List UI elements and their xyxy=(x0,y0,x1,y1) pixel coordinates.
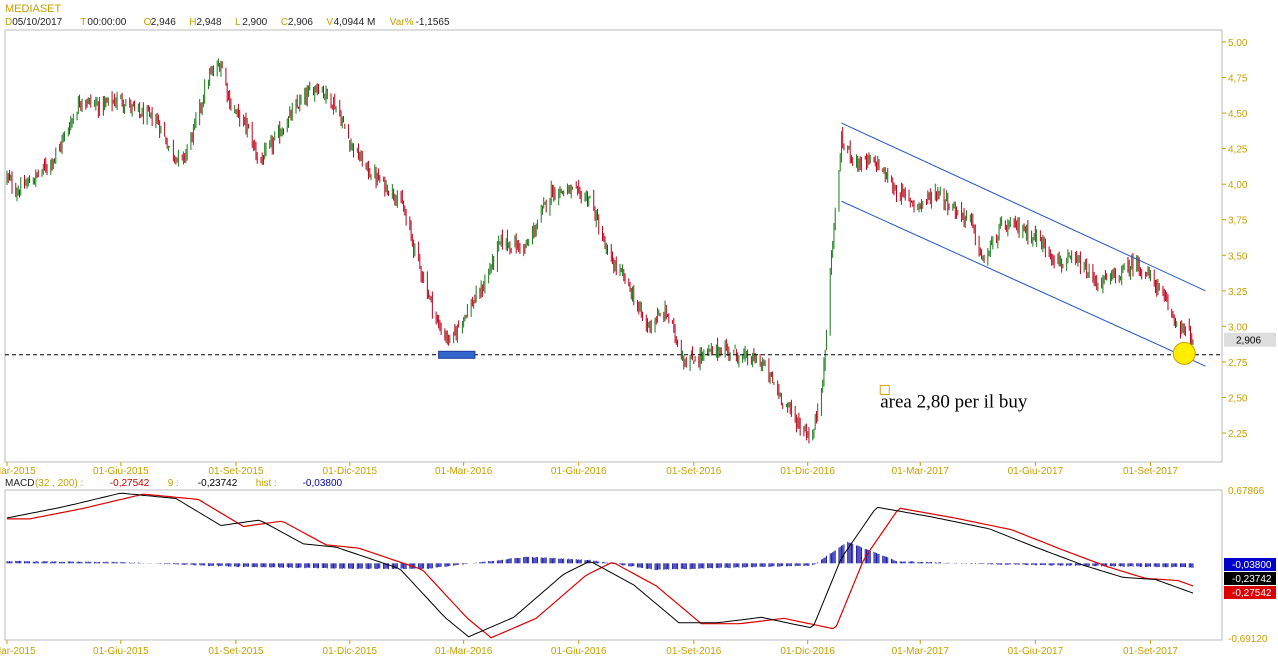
price-ytick-label-10: 2,50 xyxy=(1228,393,1248,404)
price-ytick-label-0: 5,00 xyxy=(1228,38,1248,49)
quote-value-2: 2,946 xyxy=(151,17,176,28)
price-xtick-label-3: 01-Dic-2015 xyxy=(323,466,378,477)
price-xtick-label-8: 01-Mar-2017 xyxy=(892,466,950,477)
quote-key-7: Var% xyxy=(390,17,414,28)
macd-xtick-label-3: 01-Dic-2015 xyxy=(323,646,378,657)
macd-legend-part-2: -0,27542 xyxy=(110,478,150,489)
macd-xtick-label-9: 01-Giu-2017 xyxy=(1008,646,1064,657)
quote-key-6: V xyxy=(326,17,333,28)
macd-legend-part-4: -0,23742 xyxy=(198,478,238,489)
quote-key-2: O xyxy=(144,17,152,28)
macd-ytick-label-1: -0,69120 xyxy=(1228,634,1268,645)
macd-histogram xyxy=(6,541,1194,571)
quote-key-4: L xyxy=(235,17,241,28)
last-price-tag xyxy=(1224,332,1276,347)
macd-xtick-label-0: 02-Mar-2015 xyxy=(0,646,36,657)
macd-xtick-label-6: 01-Set-2016 xyxy=(666,646,721,657)
annotation-marker xyxy=(879,384,890,395)
price-ytick-label-4: 4,00 xyxy=(1228,180,1248,191)
macd-y-axis: 0,67866 -0,69120 -0,03800 -0,23742 -0,27542 xyxy=(1224,486,1276,645)
macd-xtick-label-8: 01-Mar-2017 xyxy=(892,646,950,657)
macd-value-tag-0 xyxy=(1224,558,1276,571)
price-xtick-label-5: 01-Giu-2016 xyxy=(551,466,607,477)
candlestick-series xyxy=(6,58,1194,444)
price-ytick-label-11: 2,25 xyxy=(1228,429,1248,440)
price-ytick-label-8: 3,00 xyxy=(1228,322,1248,333)
macd-legend-part-5: hist : xyxy=(245,478,277,489)
price-xtick-label-7: 01-Dic-2016 xyxy=(780,466,835,477)
macd-xtick-label-5: 01-Giu-2016 xyxy=(551,646,607,657)
macd-legend-part-1: (32 , 200) : xyxy=(29,478,83,489)
macd-legend-part-6: -0,03800 xyxy=(303,478,343,489)
highlight-circle xyxy=(1172,341,1196,365)
price-xtick-label-2: 01-Set-2015 xyxy=(208,466,263,477)
macd-xtick-label-10: 01-Set-2017 xyxy=(1123,646,1178,657)
macd-xtick-label-4: 01-Mar-2016 xyxy=(435,646,493,657)
quote-row: D 05/10/2017 T 00:00:00 O 2,946 H 2,948 L 2,900 C 2… xyxy=(5,17,450,28)
macd-xtick-label-7: 01-Dic-2016 xyxy=(780,646,835,657)
macd-xtick-label-2: 01-Set-2015 xyxy=(208,646,263,657)
quote-key-1: T xyxy=(80,17,86,28)
price-ytick-label-7: 3,25 xyxy=(1228,287,1248,298)
channel-upper-line xyxy=(841,122,1206,292)
quote-value-1: 00:00:00 xyxy=(87,17,126,28)
annotation-text: area 2,80 per il buy xyxy=(880,391,1028,412)
quote-value-7: -1,1565 xyxy=(416,17,450,28)
price-ytick-label-5: 3,75 xyxy=(1228,216,1248,227)
quote-value-6: 4,0944 M xyxy=(334,17,376,28)
price-ytick-label-9: 2,75 xyxy=(1228,358,1248,369)
macd-ytick-label-0: 0,67866 xyxy=(1228,486,1265,497)
macd-legend: MACD (32 , 200) : -0,27542 9 : -0,23742 hi… xyxy=(5,478,343,489)
macd-line xyxy=(6,492,1194,638)
macd-value-label-1: -0,23742 xyxy=(1232,574,1272,585)
macd-legend-part-0: MACD xyxy=(5,478,34,489)
macd-value-tag-2 xyxy=(1224,586,1276,599)
macd-xtick-label-1: 01-Giu-2015 xyxy=(93,646,149,657)
quote-value-4: 2,900 xyxy=(242,17,267,28)
price-y-axis: 5,00 4,75 4,50 4,25 4,00 3,75 3,50 3,25 3,00 2,75… xyxy=(1222,38,1248,440)
price-xtick-label-6: 01-Set-2016 xyxy=(666,466,721,477)
price-xtick-label-4: 01-Mar-2016 xyxy=(435,466,493,477)
support-box xyxy=(438,350,476,359)
drawing-overlays: area 2,80 per il buy 2,906 xyxy=(5,122,1276,412)
price-xtick-label-0: 02-Mar-2015 xyxy=(0,466,36,477)
price-xtick-label-10: 01-Set-2017 xyxy=(1123,466,1178,477)
price-x-axis: 02-Mar-2015 01-Giu-2015 01-Set-2015 01-Dic-… xyxy=(0,462,1178,477)
macd-value-tag-1 xyxy=(1224,572,1276,585)
macd-x-axis: 02-Mar-2015 01-Giu-2015 01-Set-2015 01-Dic-… xyxy=(0,640,1178,657)
quote-value-3: 2,948 xyxy=(197,17,222,28)
quote-value-0: 05/10/2017 xyxy=(12,17,62,28)
quote-key-3: H xyxy=(189,17,196,28)
last-price-label: 2,906 xyxy=(1236,336,1261,347)
chart-title: MEDIASET xyxy=(5,3,62,15)
signal-line xyxy=(7,493,1194,639)
quote-key-5: C xyxy=(281,17,288,28)
channel-lower-line xyxy=(841,200,1206,367)
quote-key-0: D xyxy=(5,17,12,28)
quote-value-5: 2,906 xyxy=(288,17,313,28)
macd-value-label-0: -0,03800 xyxy=(1232,560,1272,571)
macd-panel-frame xyxy=(4,489,1223,641)
macd-value-label-2: -0,27542 xyxy=(1232,588,1272,599)
price-xtick-label-1: 01-Giu-2015 xyxy=(93,466,149,477)
macd-lines xyxy=(6,492,1194,639)
price-ytick-label-3: 4,25 xyxy=(1228,145,1248,156)
price-ytick-label-6: 3,50 xyxy=(1228,251,1248,262)
price-xtick-label-9: 01-Giu-2017 xyxy=(1008,466,1064,477)
price-ytick-label-1: 4,75 xyxy=(1228,74,1248,85)
price-panel-frame xyxy=(4,29,1223,463)
macd-legend-part-3: 9 : xyxy=(157,478,179,489)
price-ytick-label-2: 4,50 xyxy=(1228,109,1248,120)
